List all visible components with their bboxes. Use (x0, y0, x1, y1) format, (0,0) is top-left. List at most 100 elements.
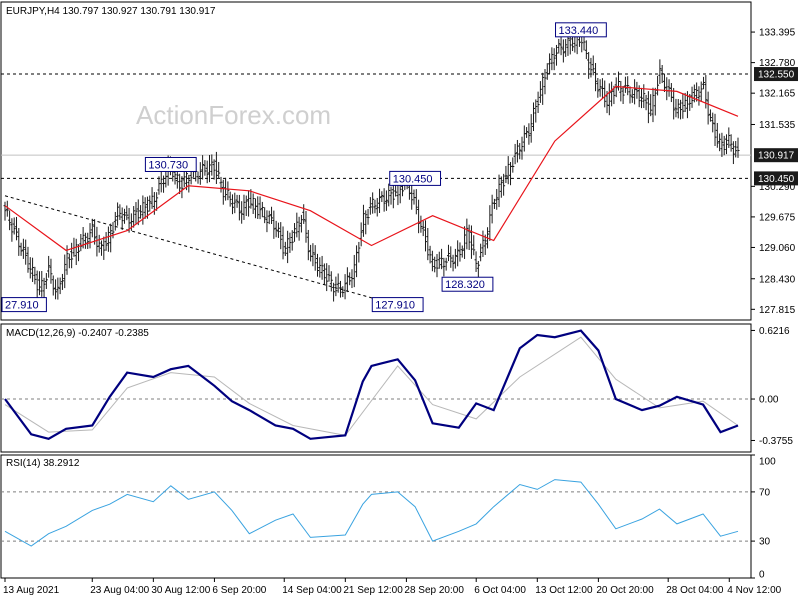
price-bar (357, 241, 361, 263)
price-bar (244, 195, 248, 217)
price-bar (311, 243, 315, 267)
price-bar (550, 47, 554, 71)
price-y-tick-label: 129.060 (759, 243, 796, 254)
price-bar (56, 277, 60, 300)
price-bar (198, 162, 202, 185)
price-bar (237, 194, 241, 221)
price-bar (343, 274, 347, 300)
price-bar (375, 197, 379, 217)
price-y-tick-label: 130.290 (759, 182, 796, 193)
price-bar (706, 91, 710, 125)
price-bar (428, 245, 432, 264)
price-bar (729, 134, 733, 152)
price-bar (554, 44, 558, 66)
x-tick-label: 28 Sep 20:00 (404, 585, 464, 596)
price-bar (316, 253, 320, 277)
price-bar (233, 192, 237, 214)
price-bar (506, 156, 510, 185)
price-bar (187, 174, 191, 193)
x-tick-label: 6 Oct 04:00 (474, 585, 526, 596)
price-bar (106, 226, 110, 252)
price-bar (541, 72, 545, 105)
price-bar (598, 79, 602, 97)
price-bar (727, 127, 731, 148)
price-bar (325, 263, 329, 292)
price-bar (109, 223, 113, 253)
x-tick-label: 28 Oct 04:00 (666, 585, 724, 596)
macd-main-line (4, 329, 739, 440)
price-bar (322, 263, 326, 285)
price-pane: ActionForex.com 27.910 130.730 127.910 130.… (0, 1, 798, 321)
price-bar (208, 155, 212, 183)
price-bar (93, 219, 97, 245)
price-bar (584, 40, 588, 60)
price-bar (334, 276, 338, 297)
price-bar (178, 173, 182, 195)
price-bar (290, 230, 294, 251)
price-bar (614, 77, 618, 98)
price-bar (338, 280, 342, 298)
price-bar (247, 190, 251, 217)
price-bar (361, 204, 365, 237)
price-bar (366, 208, 370, 225)
price-bar (628, 86, 632, 104)
price-bar (440, 248, 444, 270)
x-tick-label: 23 Aug 04:00 (90, 585, 149, 596)
price-bar (619, 80, 623, 102)
price-y-axis: 133.395 132.780 132.165 131.535 130.290 129.6… (751, 28, 798, 316)
macd-y-axis: 0.6216 0.00 -0.3755 (751, 326, 793, 447)
price-badge-label: 132.550 (758, 70, 795, 81)
rsi-y-tick-label: 30 (759, 537, 771, 548)
price-callout-label: 27.910 (5, 300, 39, 312)
price-bar (708, 109, 712, 122)
price-callouts: 27.910 130.730 127.910 130.450 128.320 133.44… (1, 22, 607, 313)
macd-y-tick-label: 0.00 (759, 395, 779, 406)
price-bar (49, 258, 53, 284)
price-callout: 127.910 (371, 297, 424, 313)
price-bar (649, 94, 653, 117)
rsi-y-tick-label: 0 (759, 570, 765, 581)
price-bar (100, 240, 104, 256)
price-bar (210, 154, 214, 176)
price-y-tick-label: 132.165 (759, 89, 796, 100)
x-tick-label: 14 Sep 04:00 (282, 585, 342, 596)
price-pane-frame (0, 1, 752, 321)
x-tick-label: 6 Sep 20:00 (212, 585, 266, 596)
trendline (4, 195, 398, 306)
price-bar (295, 212, 299, 238)
price-bar (17, 228, 21, 256)
price-bar (646, 91, 650, 124)
x-axis: 13 Aug 2021 23 Aug 04:00 30 Aug 12:00 6 Sep… (3, 578, 782, 596)
price-bar (479, 243, 483, 262)
price-bar (651, 87, 655, 123)
price-bar (635, 81, 639, 99)
price-bar (692, 84, 696, 103)
price-bar (83, 232, 87, 249)
price-bar (518, 143, 522, 160)
price-bar (19, 242, 23, 256)
price-bar (630, 89, 634, 103)
watermark: ActionForex.com (136, 100, 331, 130)
price-bar (557, 38, 561, 54)
price-bar (564, 39, 568, 57)
price-bar (662, 73, 666, 92)
price-bar (382, 188, 386, 212)
price-bar (414, 189, 418, 215)
price-bar (715, 122, 719, 148)
price-bar (587, 52, 591, 79)
price-callout-label: 130.730 (148, 159, 188, 171)
price-bar (332, 282, 336, 302)
price-bar (283, 241, 287, 256)
price-bar (481, 230, 485, 257)
price-bar (12, 217, 16, 235)
price-bar (214, 151, 218, 184)
x-tick-label: 21 Sep 12:00 (343, 585, 403, 596)
price-bar (497, 174, 501, 208)
price-bar (327, 265, 331, 282)
price-bar (525, 127, 529, 138)
price-bar (623, 76, 627, 93)
price-bar (552, 48, 556, 71)
price-bar (3, 201, 7, 221)
price-bar (217, 161, 221, 179)
